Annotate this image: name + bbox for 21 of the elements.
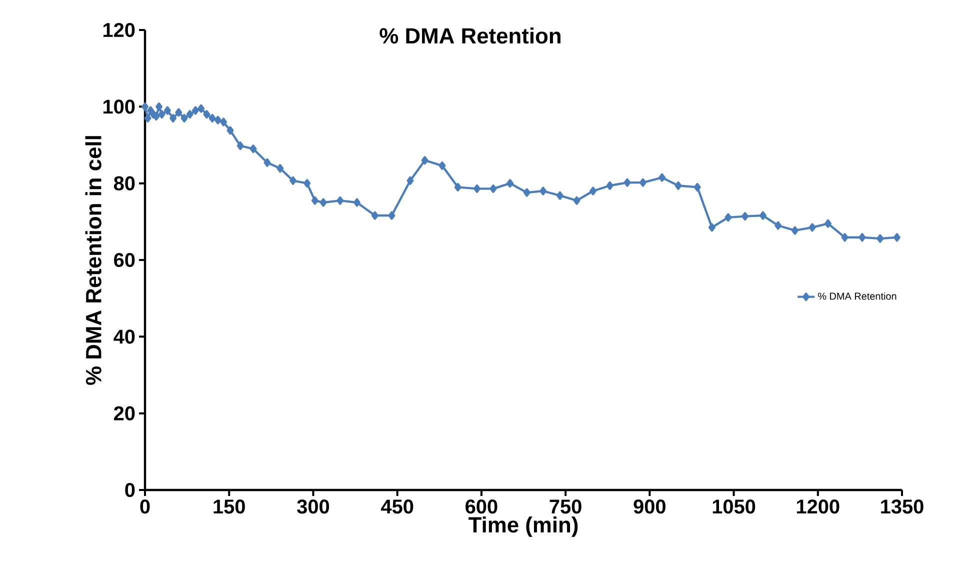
chart-title: % DMA Retention bbox=[380, 28, 560, 44]
y-axis-title: % DMA Retention in cell bbox=[85, 136, 102, 385]
x-tick-label: 900 bbox=[634, 500, 666, 514]
x-tick-label: 600 bbox=[466, 500, 498, 514]
x-axis-title: Time (min) bbox=[468, 516, 578, 537]
x-tick-label: 1200 bbox=[796, 500, 840, 514]
x-tick-label: 750 bbox=[550, 500, 582, 514]
y-tick-label: 100 bbox=[103, 100, 135, 114]
y-tick-label: 20 bbox=[114, 406, 135, 420]
x-tick-label: 0 bbox=[140, 500, 150, 514]
x-tick-label: 1350 bbox=[881, 500, 924, 514]
y-tick-label: 120 bbox=[103, 22, 135, 38]
x-tick-label: 1050 bbox=[712, 500, 756, 514]
x-tick-label: 450 bbox=[381, 500, 414, 514]
y-tick-label: 60 bbox=[114, 252, 135, 268]
y-tick-label: 40 bbox=[114, 330, 135, 344]
y-tick-label: 80 bbox=[114, 176, 135, 190]
y-tick-label: 0 bbox=[125, 482, 135, 498]
x-tick-label: 150 bbox=[214, 500, 245, 514]
legend-label: % DMA Retention bbox=[818, 292, 896, 300]
x-tick-label: 300 bbox=[297, 500, 330, 514]
